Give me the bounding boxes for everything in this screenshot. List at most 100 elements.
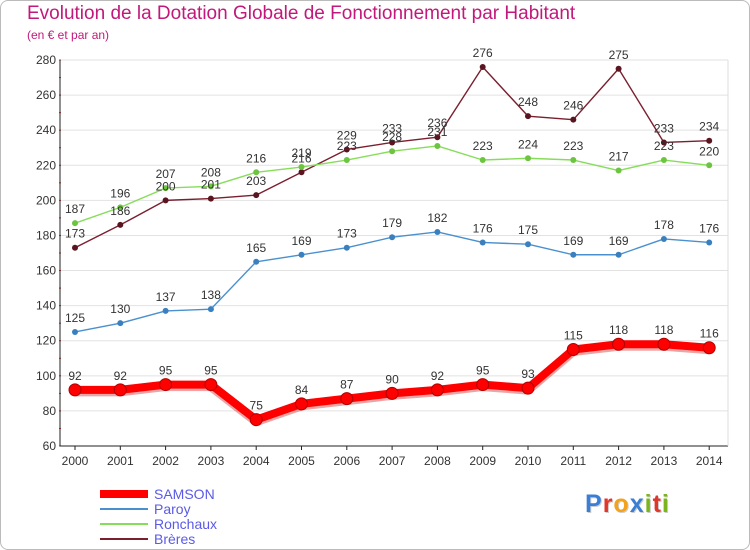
data-point-brres <box>253 192 260 199</box>
data-point-samson <box>430 383 444 397</box>
legend-item: Paroy <box>100 501 191 517</box>
y-tick-label: 120 <box>36 334 56 348</box>
data-point-ronchaux <box>253 169 260 176</box>
data-label-paroy: 169 <box>609 234 629 248</box>
data-point-paroy <box>207 306 214 313</box>
data-point-brres <box>72 244 78 251</box>
logo-letter: i <box>661 490 670 518</box>
x-tick-label: 2007 <box>379 454 406 468</box>
data-label-brres: 246 <box>563 99 583 113</box>
x-tick-label: 2011 <box>560 454 586 468</box>
x-tick-label: 2012 <box>605 454 632 468</box>
data-point-paroy <box>570 251 577 258</box>
data-label-samson: 115 <box>564 329 583 343</box>
data-point-ronchaux <box>479 157 486 164</box>
x-tick-label: 2013 <box>651 454 678 468</box>
data-label-ronchaux: 207 <box>156 167 176 181</box>
proxiti-logo: Proxiti <box>585 490 670 519</box>
data-label-samson: 118 <box>654 323 673 337</box>
logo-letter: t <box>652 490 662 518</box>
data-point-paroy <box>389 234 396 241</box>
data-label-paroy: 176 <box>699 221 719 235</box>
logo-letter: o <box>613 490 630 518</box>
y-tick-label: 240 <box>36 123 56 137</box>
data-point-brres <box>479 64 486 71</box>
data-point-samson <box>657 337 671 351</box>
data-point-samson <box>295 397 308 411</box>
chart-subtitle: (en € et par an) <box>27 28 110 42</box>
data-label-paroy: 138 <box>201 288 221 302</box>
data-label-samson: 92 <box>68 369 82 383</box>
y-tick-label: 180 <box>36 228 56 242</box>
data-point-ronchaux <box>343 157 350 164</box>
data-point-brres <box>615 65 622 72</box>
y-tick-label: 200 <box>36 193 56 207</box>
data-point-ronchaux <box>615 167 622 174</box>
data-label-brres: 275 <box>609 48 629 62</box>
x-tick-label: 2009 <box>469 454 496 468</box>
data-point-paroy <box>72 328 78 335</box>
y-tick-label: 80 <box>43 404 57 418</box>
legend-swatch <box>100 508 148 510</box>
data-point-ronchaux <box>298 164 305 171</box>
data-label-ronchaux: 216 <box>246 151 266 165</box>
data-point-paroy <box>660 235 667 242</box>
data-point-brres <box>706 137 713 144</box>
data-label-paroy: 169 <box>563 234 583 248</box>
logo-letter: x <box>629 490 645 518</box>
legend-item: Ronchaux <box>100 516 217 532</box>
y-tick-label: 260 <box>36 88 56 102</box>
data-label-ronchaux: 223 <box>654 139 674 153</box>
data-point-samson <box>340 392 354 406</box>
data-point-samson <box>521 381 535 395</box>
data-label-ronchaux: 196 <box>110 186 130 200</box>
data-label-brres: 203 <box>246 174 266 188</box>
y-tick-label: 280 <box>36 53 56 67</box>
data-point-ronchaux <box>525 155 531 162</box>
data-label-samson: 118 <box>609 323 628 337</box>
x-tick-label: 2003 <box>198 454 225 468</box>
data-point-paroy <box>343 244 350 251</box>
data-label-paroy: 173 <box>337 227 357 241</box>
data-label-ronchaux: 223 <box>337 139 357 153</box>
y-tick-label: 60 <box>43 439 57 453</box>
data-label-brres: 173 <box>65 227 85 241</box>
data-point-brres <box>570 116 577 123</box>
data-point-paroy <box>298 251 305 258</box>
data-point-paroy <box>615 251 622 258</box>
data-label-paroy: 125 <box>65 311 85 325</box>
data-point-ronchaux <box>389 148 396 155</box>
data-label-brres: 201 <box>201 178 221 192</box>
data-point-paroy <box>253 258 260 265</box>
data-point-ronchaux <box>434 142 441 149</box>
data-label-samson: 75 <box>250 399 264 413</box>
data-point-ronchaux <box>162 185 169 192</box>
data-point-brres <box>207 195 214 202</box>
legend-label: Paroy <box>154 501 191 517</box>
data-point-ronchaux <box>570 157 577 164</box>
data-label-brres: 248 <box>518 95 538 109</box>
legend-label: Ronchaux <box>154 516 218 532</box>
data-label-samson: 93 <box>521 367 535 381</box>
logo-letter: P <box>585 490 603 518</box>
data-label-brres: 233 <box>382 121 402 135</box>
data-label-brres: 200 <box>156 179 176 193</box>
data-label-samson: 84 <box>295 383 309 397</box>
data-point-ronchaux <box>72 220 78 227</box>
data-label-brres: 276 <box>473 46 493 60</box>
data-point-ronchaux <box>660 157 667 164</box>
data-label-ronchaux: 208 <box>201 165 221 179</box>
data-point-brres <box>434 134 441 141</box>
data-point-samson <box>385 386 399 400</box>
y-tick-label: 220 <box>36 158 56 172</box>
data-point-paroy <box>117 320 124 327</box>
data-point-samson <box>113 383 127 397</box>
x-tick-label: 2000 <box>62 454 89 468</box>
logo-letter: i <box>644 490 653 518</box>
data-label-samson: 87 <box>340 378 354 392</box>
data-point-brres <box>343 146 350 153</box>
y-tick-label: 140 <box>36 299 56 313</box>
data-label-paroy: 130 <box>110 302 130 316</box>
x-tick-label: 2002 <box>152 454 179 468</box>
